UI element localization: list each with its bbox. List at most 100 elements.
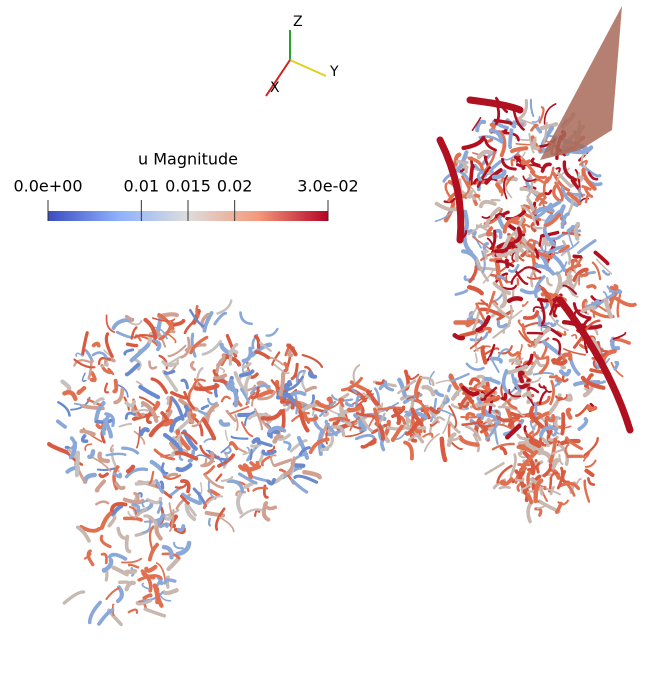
vortex-tube [504, 286, 516, 289]
vortex-tube [577, 479, 581, 484]
colorbar-tick-label: 0.02 [217, 177, 253, 196]
vortex-tube [202, 406, 208, 409]
vortex-tube [534, 373, 553, 375]
vortex-tube [199, 411, 205, 414]
vortex-tube [589, 407, 595, 409]
vortex-tube [271, 455, 276, 465]
vortex-tube [561, 371, 569, 375]
colorbar-tick-label: 0.01 [124, 177, 160, 196]
vortex-tube [528, 333, 542, 334]
vortex-tube [498, 322, 506, 327]
vortex-tube [268, 358, 283, 365]
vortex-tube [149, 362, 155, 369]
vortex-tube [109, 517, 114, 526]
vortex-tube [488, 228, 492, 234]
vortex-tube [240, 467, 259, 470]
vortex-tube [162, 464, 167, 474]
vortex-tube [161, 524, 168, 526]
vortex-tube [118, 529, 124, 539]
vortex-tube [536, 509, 541, 515]
vortex-tube [89, 451, 93, 457]
vortex-tube [100, 474, 107, 477]
vortex-tube [196, 386, 217, 389]
y-label: Y [329, 64, 339, 80]
vortex-tube [141, 429, 148, 434]
vortex-tube [220, 517, 234, 531]
vortex-tube [222, 397, 230, 402]
vortex-tube [509, 306, 512, 323]
vortex-tube [572, 335, 576, 338]
vortex-tube [464, 138, 484, 148]
vortex-tube [185, 320, 195, 333]
vortex-tube [165, 517, 171, 520]
vortex-tube [207, 405, 217, 422]
vortex-tube [127, 583, 134, 590]
vortex-tube [538, 505, 545, 509]
vortex-tube [127, 571, 135, 572]
vortex-tube [547, 168, 554, 183]
vortex-tube [532, 159, 539, 165]
colorbar-tick-label: 0.015 [165, 177, 211, 196]
vortex-tube [215, 313, 226, 324]
vortex-tube [409, 375, 418, 379]
vortex-tube [584, 438, 597, 455]
vortex-tube [485, 251, 488, 259]
vortex-tube [152, 379, 166, 393]
vortex-tube [161, 482, 163, 488]
vortex-tube [453, 393, 457, 398]
vortex-tube [497, 185, 501, 191]
vortex-tube [491, 359, 498, 372]
vortex-tube [102, 554, 106, 563]
vortex-tube [140, 387, 158, 397]
vortex-tube [169, 346, 186, 356]
vortex-tube [595, 253, 607, 264]
vortex-tube [96, 502, 108, 505]
vortex-tube [470, 267, 476, 282]
vortex-tube [128, 344, 137, 345]
vortex-tube [179, 526, 183, 530]
vortex-tube [148, 499, 161, 503]
vortex-tube [451, 376, 457, 388]
vortex-tube [256, 337, 259, 348]
vortex-tube [568, 410, 571, 418]
vortex-tube [554, 358, 560, 362]
vortex-tube [232, 437, 248, 439]
vortex-tube [164, 590, 177, 593]
vortex-tube [536, 250, 538, 257]
vortex-tube [209, 519, 210, 526]
vortex-tube [436, 381, 450, 384]
vortex-tube [241, 313, 252, 324]
vortex-tube [205, 467, 214, 475]
vortex-tube [456, 291, 467, 295]
vortex-tube [229, 384, 237, 406]
vortex-tube [563, 355, 570, 358]
vortex-tube [231, 407, 249, 414]
vortex-tube [292, 480, 306, 492]
vortex-tube [64, 592, 83, 603]
vortex-tube [586, 195, 588, 203]
vortex-tube [478, 303, 487, 304]
x-label: X [270, 80, 280, 96]
vortex-tube [437, 417, 444, 419]
vortex-tube [522, 289, 540, 293]
vortex-tube [436, 391, 442, 395]
vortex-tube [547, 278, 551, 285]
vortex-tube [107, 454, 126, 455]
vortex-tube [97, 481, 104, 490]
vortex-tube [114, 474, 120, 477]
vortex-tube [522, 161, 529, 163]
vortex-tube [574, 256, 580, 257]
vortex-tube [244, 349, 251, 361]
vortex-tube [62, 382, 69, 390]
vortex-tube [168, 334, 176, 342]
vortex-tube [562, 414, 563, 433]
vortex-tube [132, 345, 149, 360]
vortex-tube [467, 364, 484, 370]
vortex-tube [356, 435, 374, 438]
vortex-tube [228, 481, 242, 491]
vortex-tube [262, 457, 269, 465]
vortex-tube [82, 431, 94, 434]
vortex-tube [142, 501, 147, 507]
vortex-tube [167, 397, 169, 403]
vortex-tube [588, 479, 593, 485]
